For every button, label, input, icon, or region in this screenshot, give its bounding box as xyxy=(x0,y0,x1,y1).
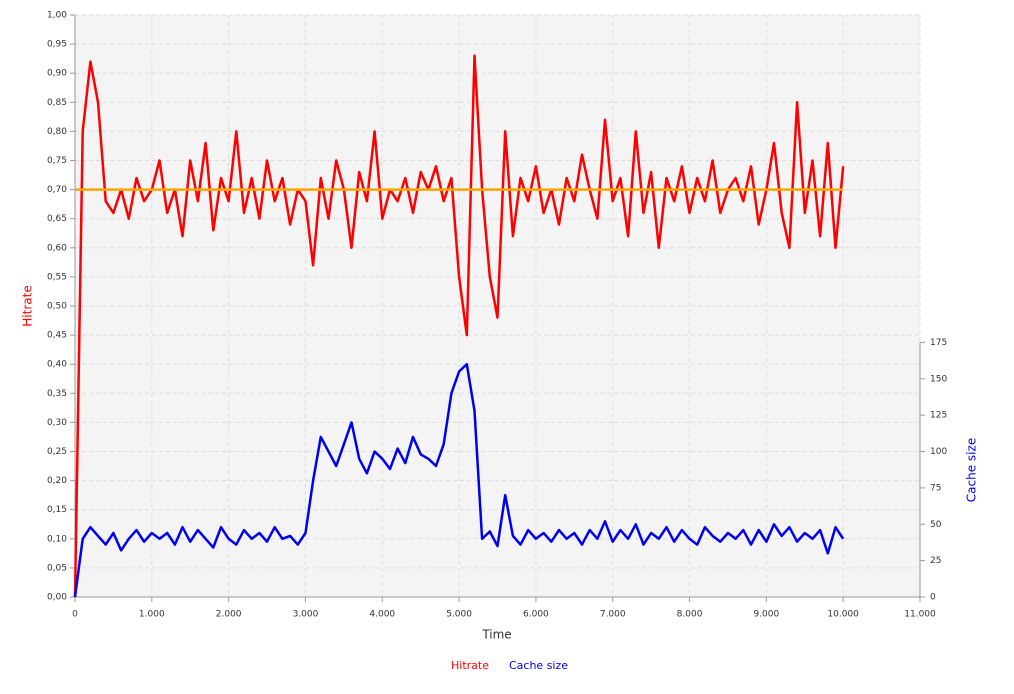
y-tick-label: 0,50 xyxy=(47,302,67,312)
y-tick-label: 0,25 xyxy=(47,447,67,457)
x-tick-label: 0 xyxy=(72,610,78,620)
legend-entry: Hitrate xyxy=(451,659,489,672)
y-tick-label: 0,80 xyxy=(47,127,67,137)
y2-tick-label: 175 xyxy=(930,338,947,348)
series-line xyxy=(73,54,845,598)
y2-tick-label: 25 xyxy=(930,556,941,566)
y2-tick-label: 50 xyxy=(930,520,942,530)
y-tick-label: 0,20 xyxy=(47,476,67,486)
series-line xyxy=(73,362,845,598)
y2-tick-label: 0 xyxy=(930,593,936,603)
y2-tick-label: 75 xyxy=(930,483,941,493)
y2-axis-label: Cache size xyxy=(965,438,979,502)
x-tick-label: 2.000 xyxy=(216,610,242,620)
y-tick-label: 0,35 xyxy=(47,389,67,399)
y-tick-label: 0,05 xyxy=(47,563,67,573)
y-axis-label: Hitrate xyxy=(21,285,35,326)
y2-tick-label: 150 xyxy=(930,374,947,384)
legend-entry: Cache size xyxy=(509,659,568,672)
y-tick-label: 0,55 xyxy=(47,272,67,282)
y-tick-label: 0,70 xyxy=(47,185,67,195)
y-tick-label: 0,65 xyxy=(47,214,67,224)
x-tick-label: 9.000 xyxy=(753,610,779,620)
y2-tick-label: 125 xyxy=(930,411,947,421)
y-tick-label: 0,60 xyxy=(47,243,67,253)
y-tick-label: 0,75 xyxy=(47,156,67,166)
y-tick-label: 0,95 xyxy=(47,40,67,50)
y-tick-label: 0,85 xyxy=(47,98,67,108)
x-tick-label: 1.000 xyxy=(139,610,165,620)
x-tick-label: 10.000 xyxy=(827,610,859,620)
x-tick-label: 7.000 xyxy=(600,610,626,620)
y2-tick-label: 100 xyxy=(930,447,947,457)
y-tick-label: 0,30 xyxy=(47,418,67,428)
x-tick-label: 6.000 xyxy=(523,610,549,620)
x-axis-label: Time xyxy=(481,628,511,642)
y-tick-label: 0,00 xyxy=(47,593,67,603)
y-tick-label: 0,40 xyxy=(47,360,67,370)
x-tick-label: 3.000 xyxy=(293,610,319,620)
x-tick-label: 5.000 xyxy=(446,610,472,620)
x-tick-label: 11.000 xyxy=(904,610,936,620)
y-tick-label: 0,45 xyxy=(47,331,67,341)
y-tick-label: 0,90 xyxy=(47,69,67,79)
x-tick-label: 4.000 xyxy=(369,610,395,620)
y-tick-label: 0,15 xyxy=(47,505,67,515)
y-tick-label: 1,00 xyxy=(47,11,67,21)
x-tick-label: 8.000 xyxy=(677,610,703,620)
y-tick-label: 0,10 xyxy=(47,534,67,544)
